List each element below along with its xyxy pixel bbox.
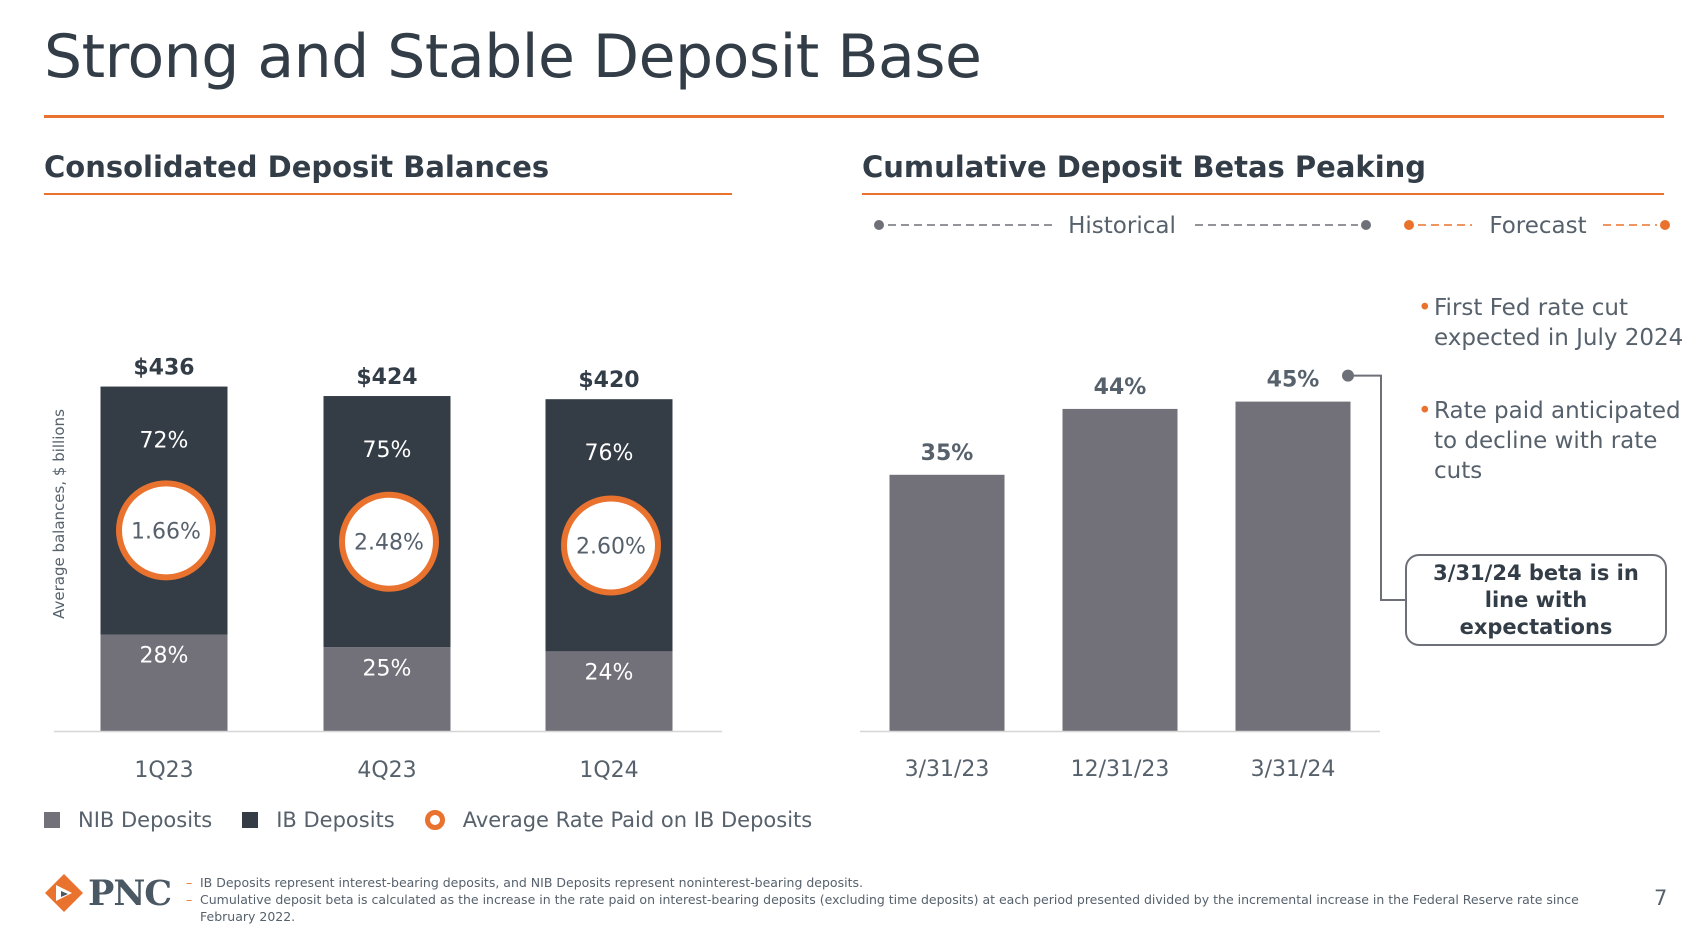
timeline-dot xyxy=(1404,220,1414,230)
x-tick-label: 4Q23 xyxy=(357,758,416,783)
timeline-dot xyxy=(1361,220,1371,230)
rate-label: 2.48% xyxy=(354,531,424,556)
nib-share-label: 25% xyxy=(363,656,412,681)
legend-item-ib: IB Deposits xyxy=(242,808,395,832)
timeline-dot xyxy=(874,220,884,230)
beta-value-label: 35% xyxy=(921,441,974,466)
left-section-divider xyxy=(44,193,732,195)
chart-legend: NIB Deposits IB Deposits Average Rate Pa… xyxy=(44,806,842,834)
rate-ring xyxy=(339,491,439,592)
title-divider xyxy=(44,115,1664,118)
x-tick-label: 1Q24 xyxy=(579,758,638,783)
page-number: 7 xyxy=(1654,886,1668,910)
ib-share-label: 75% xyxy=(363,438,412,463)
nib-bar-segment xyxy=(100,634,228,731)
total-label: $436 xyxy=(133,356,194,381)
nib-swatch-icon xyxy=(44,812,60,828)
total-label: $424 xyxy=(356,365,417,390)
nib-share-label: 24% xyxy=(585,660,634,685)
rate-ring xyxy=(561,495,661,596)
rate-ring-icon xyxy=(424,810,445,830)
callout-connector xyxy=(1354,374,1405,601)
legend-label-nib: NIB Deposits xyxy=(78,808,213,832)
beta-value-label: 45% xyxy=(1267,368,1320,393)
timeline-dot xyxy=(1660,220,1670,230)
page-title: Strong and Stable Deposit Base xyxy=(44,22,982,92)
ib-share-label: 76% xyxy=(585,441,634,466)
pnc-logo-text: PNC xyxy=(88,872,172,914)
total-label: $420 xyxy=(578,368,639,393)
x-tick-label: 1Q23 xyxy=(134,758,193,783)
rate-label: 1.66% xyxy=(131,519,201,544)
x-tick-label: 3/31/23 xyxy=(905,757,990,782)
right-section-title: Cumulative Deposit Betas Peaking xyxy=(862,150,1427,184)
beta-bar xyxy=(1062,408,1178,731)
bullet-list: First Fed rate cut expected in July 2024… xyxy=(1418,293,1704,529)
x-tick-label: 3/31/24 xyxy=(1251,757,1336,782)
connector-dot xyxy=(1342,369,1354,382)
nib-share-label: 28% xyxy=(140,644,189,669)
right-section-divider xyxy=(862,193,1664,195)
rate-label: 2.60% xyxy=(576,534,646,559)
ib-share-label: 72% xyxy=(140,429,189,454)
beta-callout-box: 3/31/24 beta is in line with expectation… xyxy=(1405,554,1667,646)
legend-item-rate: Average Rate Paid on IB Deposits xyxy=(424,808,813,832)
bullet-item: Rate paid anticipated to decline with ra… xyxy=(1418,396,1704,486)
beta-value-label: 44% xyxy=(1094,375,1147,400)
footnote-item: IB Deposits represent interest-bearing d… xyxy=(186,874,1616,891)
legend-label-ib: IB Deposits xyxy=(276,808,395,832)
historical-label: Historical xyxy=(1068,213,1176,239)
nib-bar-segment xyxy=(323,647,451,731)
footnotes: IB Deposits represent interest-bearing d… xyxy=(186,874,1616,925)
beta-bar xyxy=(1235,401,1351,731)
legend-label-rate: Average Rate Paid on IB Deposits xyxy=(462,808,813,832)
nib-bar-segment xyxy=(545,651,673,731)
ib-swatch-icon xyxy=(242,812,259,828)
beta-bar xyxy=(889,474,1005,731)
legend-item-nib: NIB Deposits xyxy=(44,808,212,832)
forecast-label: Forecast xyxy=(1489,213,1586,239)
rate-ring xyxy=(116,480,216,581)
left-section-title: Consolidated Deposit Balances xyxy=(44,150,550,184)
x-tick-label: 12/31/23 xyxy=(1071,757,1170,782)
pnc-logo-icon xyxy=(45,874,83,912)
bullet-item: First Fed rate cut expected in July 2024 xyxy=(1418,293,1704,353)
footnote-item: Cumulative deposit beta is calculated as… xyxy=(186,891,1616,925)
pnc-logo: PNC xyxy=(44,872,172,914)
y-axis-label: Average balances, $ billions xyxy=(50,409,68,619)
